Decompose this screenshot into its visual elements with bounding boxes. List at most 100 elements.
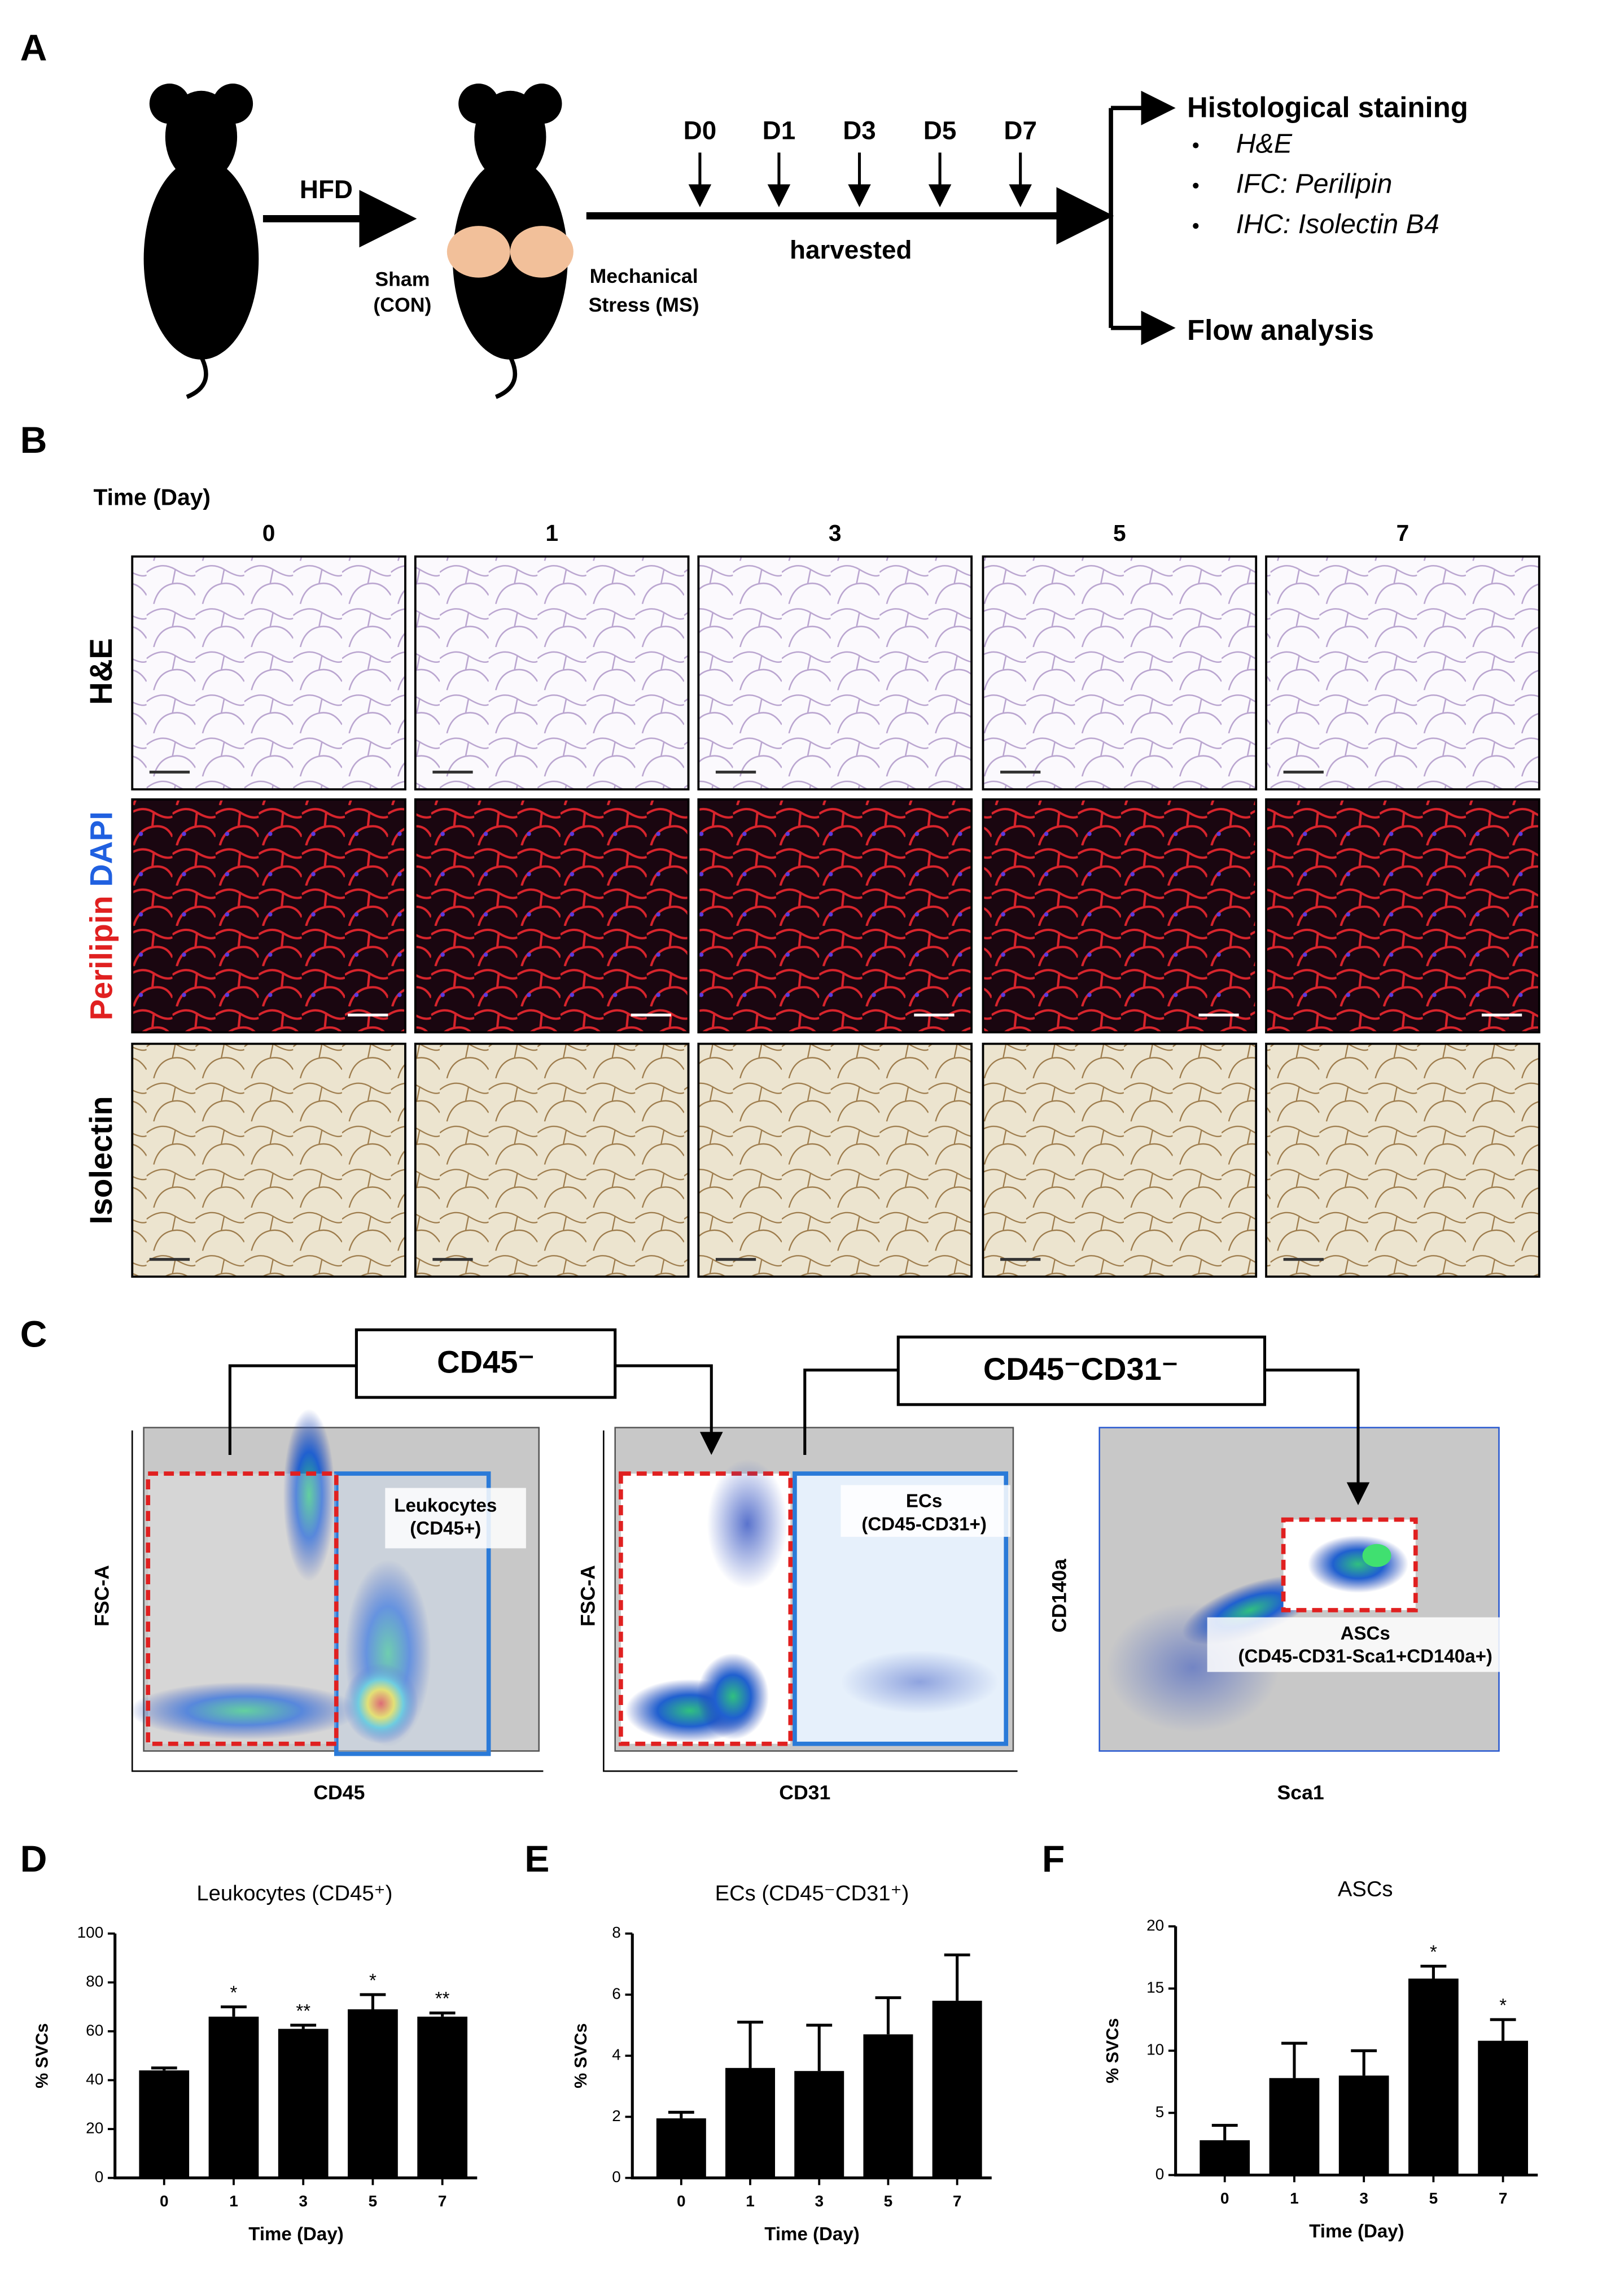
- column-label: 7: [1397, 520, 1409, 546]
- flow-plot: [603, 1427, 1018, 1772]
- significance: **: [296, 2001, 310, 2022]
- bar: [417, 2016, 468, 2178]
- harvest-label: harvested: [790, 235, 912, 264]
- y-tick-label: 100: [77, 1924, 104, 1941]
- x-tick-label: 5: [884, 2192, 893, 2210]
- x-tick-label: 1: [746, 2192, 755, 2210]
- micrograph: [982, 1042, 1258, 1278]
- x-tick-label: 1: [1290, 2189, 1299, 2207]
- micrograph: [131, 798, 406, 1034]
- gate-name: CD45⁻: [437, 1344, 535, 1379]
- group-label: Stress (MS): [589, 294, 699, 316]
- x-tick-label: 0: [160, 2192, 169, 2210]
- panel-letter: C: [20, 1314, 47, 1356]
- column-label: 1: [545, 520, 558, 546]
- micrograph: [697, 798, 973, 1034]
- x-tick-label: 1: [229, 2192, 238, 2210]
- bar: [932, 2000, 982, 2178]
- day-label: D5: [923, 116, 957, 145]
- panel-letter: D: [20, 1838, 47, 1880]
- chart-title: Leukocytes (CD45⁺): [196, 1881, 392, 1905]
- bar: [863, 2034, 913, 2178]
- error-bar: [151, 2066, 177, 2071]
- bar: [725, 2067, 776, 2178]
- error-bar: [360, 1993, 386, 2009]
- significance: *: [369, 1970, 377, 1991]
- gate-label: Leukocytes: [394, 1495, 497, 1516]
- group-label: Sham: [375, 268, 430, 290]
- error-bar: [1490, 2018, 1516, 2041]
- bar: [1408, 1978, 1459, 2175]
- group-label: Mechanical: [590, 265, 698, 287]
- micrograph: [1265, 1042, 1540, 1278]
- day-label: D1: [763, 116, 796, 145]
- panel-letter: E: [524, 1838, 549, 1880]
- error-bar: [668, 2110, 694, 2119]
- error-bar: [1211, 2123, 1238, 2140]
- flow-plot: [1098, 1427, 1500, 1752]
- bar: [1478, 2040, 1528, 2175]
- error-bar: [221, 2005, 247, 2017]
- day-label: D0: [684, 116, 717, 145]
- y-tick-label: 6: [612, 1984, 621, 2002]
- step-label: HFD: [300, 175, 353, 204]
- row-label-part: DAPI: [83, 811, 119, 887]
- x-tick-label: 7: [1499, 2189, 1508, 2207]
- gate-label: (CD45-CD31+): [861, 1514, 987, 1535]
- day-label: D7: [1004, 116, 1037, 145]
- gate-label: (CD45+): [410, 1518, 481, 1539]
- x-axis-label: Sca1: [1277, 1781, 1324, 1804]
- significance: *: [230, 1982, 238, 2003]
- bar: [1269, 2078, 1320, 2175]
- error-bar: [875, 1996, 901, 2035]
- x-axis-label: Time (Day): [248, 2224, 344, 2245]
- error-bar: [1351, 2049, 1377, 2076]
- connector: [803, 1369, 1358, 1500]
- y-tick-label: 5: [1155, 2103, 1165, 2121]
- error-bar: [1281, 2042, 1307, 2078]
- micrograph: [414, 555, 690, 791]
- bar: [278, 2029, 329, 2178]
- x-tick-label: 3: [299, 2192, 308, 2210]
- row-label: Perilipin DAPI: [83, 811, 119, 1020]
- x-tick-label: 7: [953, 2192, 962, 2210]
- y-tick-label: 0: [612, 2168, 621, 2185]
- gate-label: (CD45-CD31-Sca1+CD140a+): [1238, 1646, 1492, 1667]
- label-bg: [385, 1488, 526, 1549]
- y-tick-label: 0: [95, 2168, 104, 2185]
- x-tick-label: 5: [369, 2192, 378, 2210]
- bar: [1200, 2140, 1250, 2175]
- mouse: [143, 84, 259, 399]
- panel-letter: A: [20, 27, 47, 69]
- error-bar: [944, 1953, 970, 2001]
- output-item: H&E: [1236, 128, 1293, 159]
- significance: *: [1499, 1995, 1507, 2016]
- micrograph: [697, 1042, 973, 1278]
- y-axis-label: % SVCs: [1103, 2018, 1122, 2083]
- x-tick-label: 0: [1220, 2189, 1229, 2207]
- y-tick-label: 20: [86, 2119, 103, 2136]
- mouse: [447, 84, 574, 399]
- y-axis-label: CD140a: [1048, 1558, 1070, 1633]
- significance: **: [435, 1988, 450, 2009]
- y-tick-label: 8: [612, 1924, 621, 1941]
- micrograph: [1265, 555, 1540, 791]
- gate-label: ECs: [906, 1491, 942, 1512]
- y-axis-label: % SVCs: [571, 2023, 590, 2088]
- panel-letter: F: [1042, 1838, 1065, 1880]
- bar: [139, 2070, 190, 2178]
- y-tick-label: 60: [86, 2021, 103, 2039]
- panel-letter: B: [20, 419, 47, 461]
- row-label-part: Perilipin: [83, 895, 119, 1020]
- output-item: IFC: Perilipin: [1236, 169, 1393, 199]
- x-axis-label: CD31: [779, 1781, 830, 1804]
- connector: [228, 1364, 711, 1455]
- bar: [1338, 2075, 1389, 2175]
- x-axis-label: CD45: [313, 1781, 365, 1804]
- y-tick-label: 4: [612, 2046, 621, 2064]
- x-axis-label: Time (Day): [1309, 2221, 1404, 2242]
- micrograph: [131, 555, 406, 791]
- row-label: H&E: [83, 638, 119, 705]
- bar: [208, 2016, 259, 2178]
- bar: [656, 2118, 706, 2178]
